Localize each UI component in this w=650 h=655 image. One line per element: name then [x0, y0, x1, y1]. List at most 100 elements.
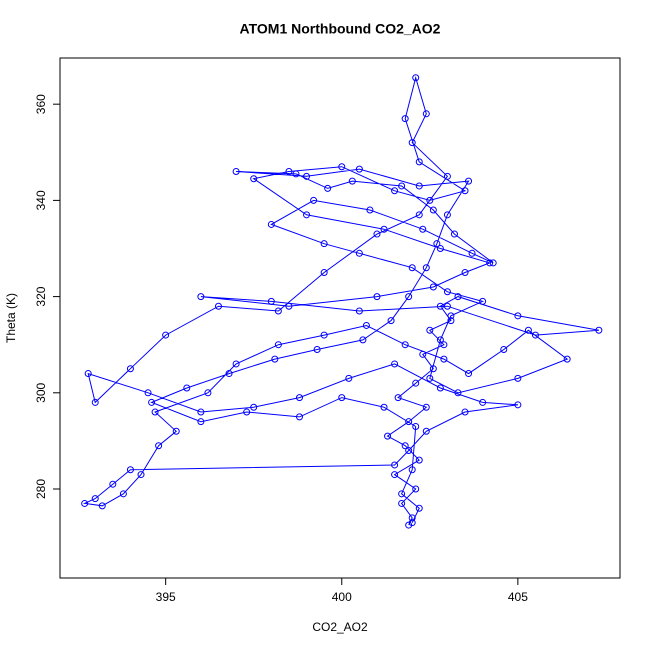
- data-point: [486, 259, 494, 267]
- data-point: [514, 312, 522, 320]
- data-point: [401, 341, 409, 349]
- data-point: [303, 172, 311, 180]
- data-point: [465, 370, 473, 378]
- data-point: [155, 442, 163, 450]
- data-point: [204, 389, 212, 397]
- data-point: [391, 461, 399, 469]
- data-point: [405, 447, 413, 455]
- data-point: [408, 139, 416, 147]
- data-point: [401, 115, 409, 123]
- chart-title: ATOM1 Northbound CO2_AO2: [240, 21, 441, 37]
- data-point: [214, 302, 222, 310]
- data-point: [391, 471, 399, 479]
- data-point: [380, 225, 388, 233]
- y-tick-label: 300: [34, 382, 48, 402]
- data-point: [250, 175, 258, 183]
- data-point: [91, 495, 99, 503]
- data-point: [468, 249, 476, 257]
- data-point: [91, 398, 99, 406]
- data-point: [405, 293, 413, 301]
- data-point: [524, 326, 532, 334]
- data-point: [267, 220, 275, 228]
- data-point: [267, 297, 275, 305]
- data-point: [479, 398, 487, 406]
- data-point: [415, 158, 423, 166]
- data-point: [514, 374, 522, 382]
- data-point: [479, 297, 487, 305]
- data-point: [412, 422, 420, 430]
- data-point: [443, 288, 451, 296]
- data-point: [295, 413, 303, 421]
- data-point: [243, 408, 251, 416]
- data-point: [197, 418, 205, 426]
- data-point: [394, 394, 402, 402]
- data-point: [109, 480, 117, 488]
- data-point: [355, 249, 363, 257]
- data-point: [391, 360, 399, 368]
- data-point: [415, 456, 423, 464]
- data-point: [412, 74, 420, 82]
- data-point: [429, 365, 437, 373]
- data-point: [465, 177, 473, 185]
- data-point: [440, 341, 448, 349]
- x-axis-label: CO2_AO2: [312, 620, 368, 634]
- data-point: [162, 331, 170, 339]
- data-point: [429, 206, 437, 214]
- data-point: [137, 471, 145, 479]
- data-point: [405, 418, 413, 426]
- data-point: [415, 504, 423, 512]
- data-point: [436, 336, 444, 344]
- y-tick-label: 280: [34, 479, 48, 499]
- data-point: [338, 394, 346, 402]
- data-point: [373, 293, 381, 301]
- data-point: [271, 355, 279, 363]
- data-point: [285, 168, 293, 176]
- data-point: [338, 163, 346, 171]
- data-point: [274, 341, 282, 349]
- x-tick-label: 395: [156, 590, 176, 604]
- data-point: [391, 187, 399, 195]
- data-point: [419, 350, 427, 358]
- data-point: [461, 408, 469, 416]
- x-tick-label: 405: [508, 590, 528, 604]
- data-point: [362, 321, 370, 329]
- data-point: [422, 264, 430, 272]
- data-point: [447, 317, 455, 325]
- data-point: [429, 283, 437, 291]
- data-point: [500, 346, 508, 354]
- data-point: [320, 269, 328, 277]
- data-point: [408, 514, 416, 522]
- data-point: [303, 211, 311, 219]
- data-point: [415, 211, 423, 219]
- data-point: [81, 499, 89, 507]
- data-point: [151, 408, 159, 416]
- data-point: [225, 370, 233, 378]
- y-tick-label: 320: [34, 286, 48, 306]
- data-point: [433, 240, 441, 248]
- data-point: [84, 370, 92, 378]
- data-point: [412, 485, 420, 493]
- data-point: [595, 326, 603, 334]
- data-point: [144, 389, 152, 397]
- data-point: [345, 374, 353, 382]
- data-point: [412, 379, 420, 387]
- data-point: [408, 466, 416, 474]
- data-point: [320, 240, 328, 248]
- data-point: [454, 293, 462, 301]
- data-point: [422, 427, 430, 435]
- data-point: [324, 184, 332, 192]
- data-point: [348, 177, 356, 185]
- data-point: [359, 336, 367, 344]
- data-point: [447, 312, 455, 320]
- data-point: [426, 326, 434, 334]
- data-point: [408, 519, 416, 527]
- data-point: [489, 259, 497, 267]
- data-point: [443, 172, 451, 180]
- data-point: [197, 293, 205, 301]
- y-axis-label: Theta (K): [4, 293, 18, 343]
- data-point: [405, 521, 413, 529]
- data-point: [443, 211, 451, 219]
- data-point: [274, 307, 282, 315]
